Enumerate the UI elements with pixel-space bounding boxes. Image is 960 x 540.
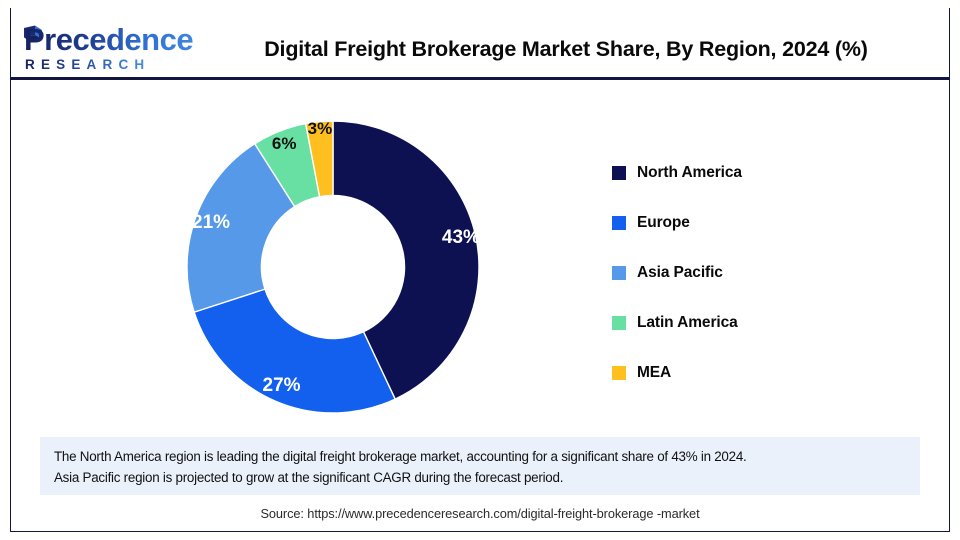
legend-item-europe[interactable]: Europe <box>612 198 892 248</box>
logo-subtitle: RESEARCH <box>25 57 151 72</box>
header-bar: Precedence RESEARCH Digital Freight Brok… <box>11 9 949 78</box>
donut-slice-group <box>186 120 480 414</box>
legend-label-mea: MEA <box>637 364 672 381</box>
legend-label-europe: Europe <box>637 214 690 231</box>
legend-item-latin-america[interactable]: Latin America <box>612 298 892 348</box>
legend-item-north-america[interactable]: North America <box>612 148 892 198</box>
donut-slice-north-america[interactable] <box>332 120 480 401</box>
donut-value-label-latin-america: 6% <box>271 133 297 153</box>
legend-item-mea[interactable]: MEA <box>612 348 892 398</box>
legend-label-asia-pacific: Asia Pacific <box>637 264 723 281</box>
header-divider <box>10 77 950 80</box>
chart-legend: North America Europe Asia Pacific Latin … <box>612 148 892 398</box>
insight-note-line-1: The North America region is leading the … <box>54 449 747 464</box>
donut-slice-asia-pacific[interactable] <box>186 142 296 313</box>
donut-chart-svg <box>186 120 480 414</box>
donut-value-label-asia-pacific: 21% <box>192 212 231 234</box>
legend-label-north-america: North America <box>637 164 742 181</box>
frame-top-border <box>10 8 950 9</box>
logo-wordmark: Precedence <box>24 22 194 57</box>
frame-right-border <box>949 8 950 532</box>
legend-swatch-icon-latin-america <box>612 316 626 330</box>
donut-value-label-mea: 3% <box>307 119 333 139</box>
legend-item-asia-pacific[interactable]: Asia Pacific <box>612 248 892 298</box>
donut-slice-europe[interactable] <box>193 288 397 414</box>
legend-label-latin-america: Latin America <box>637 314 738 331</box>
precedence-research-logo: Precedence RESEARCH <box>19 23 194 75</box>
donut-chart: 43% 27% 21% 6% 3% <box>184 118 482 416</box>
precedence-cube-logo-mark <box>24 25 42 42</box>
donut-value-label-north-america: 43% <box>441 227 480 249</box>
frame-bottom-border <box>10 531 950 532</box>
insight-note-line-2: Asia Pacific region is projected to grow… <box>54 470 564 485</box>
insight-note-box: The North America region is leading the … <box>40 437 920 495</box>
legend-swatch-icon-mea <box>612 366 626 380</box>
page-title: Digital Freight Brokerage Market Share, … <box>264 37 868 61</box>
legend-swatch-icon-europe <box>612 216 626 230</box>
legend-swatch-icon-north-america <box>612 166 626 180</box>
donut-value-label-europe: 27% <box>262 374 301 396</box>
donut-slice-mea[interactable] <box>304 120 334 198</box>
legend-swatch-icon-asia-pacific <box>612 266 626 280</box>
frame-left-border <box>10 8 11 532</box>
source-caption: Source: https://www.precedenceresearch.c… <box>260 506 700 521</box>
